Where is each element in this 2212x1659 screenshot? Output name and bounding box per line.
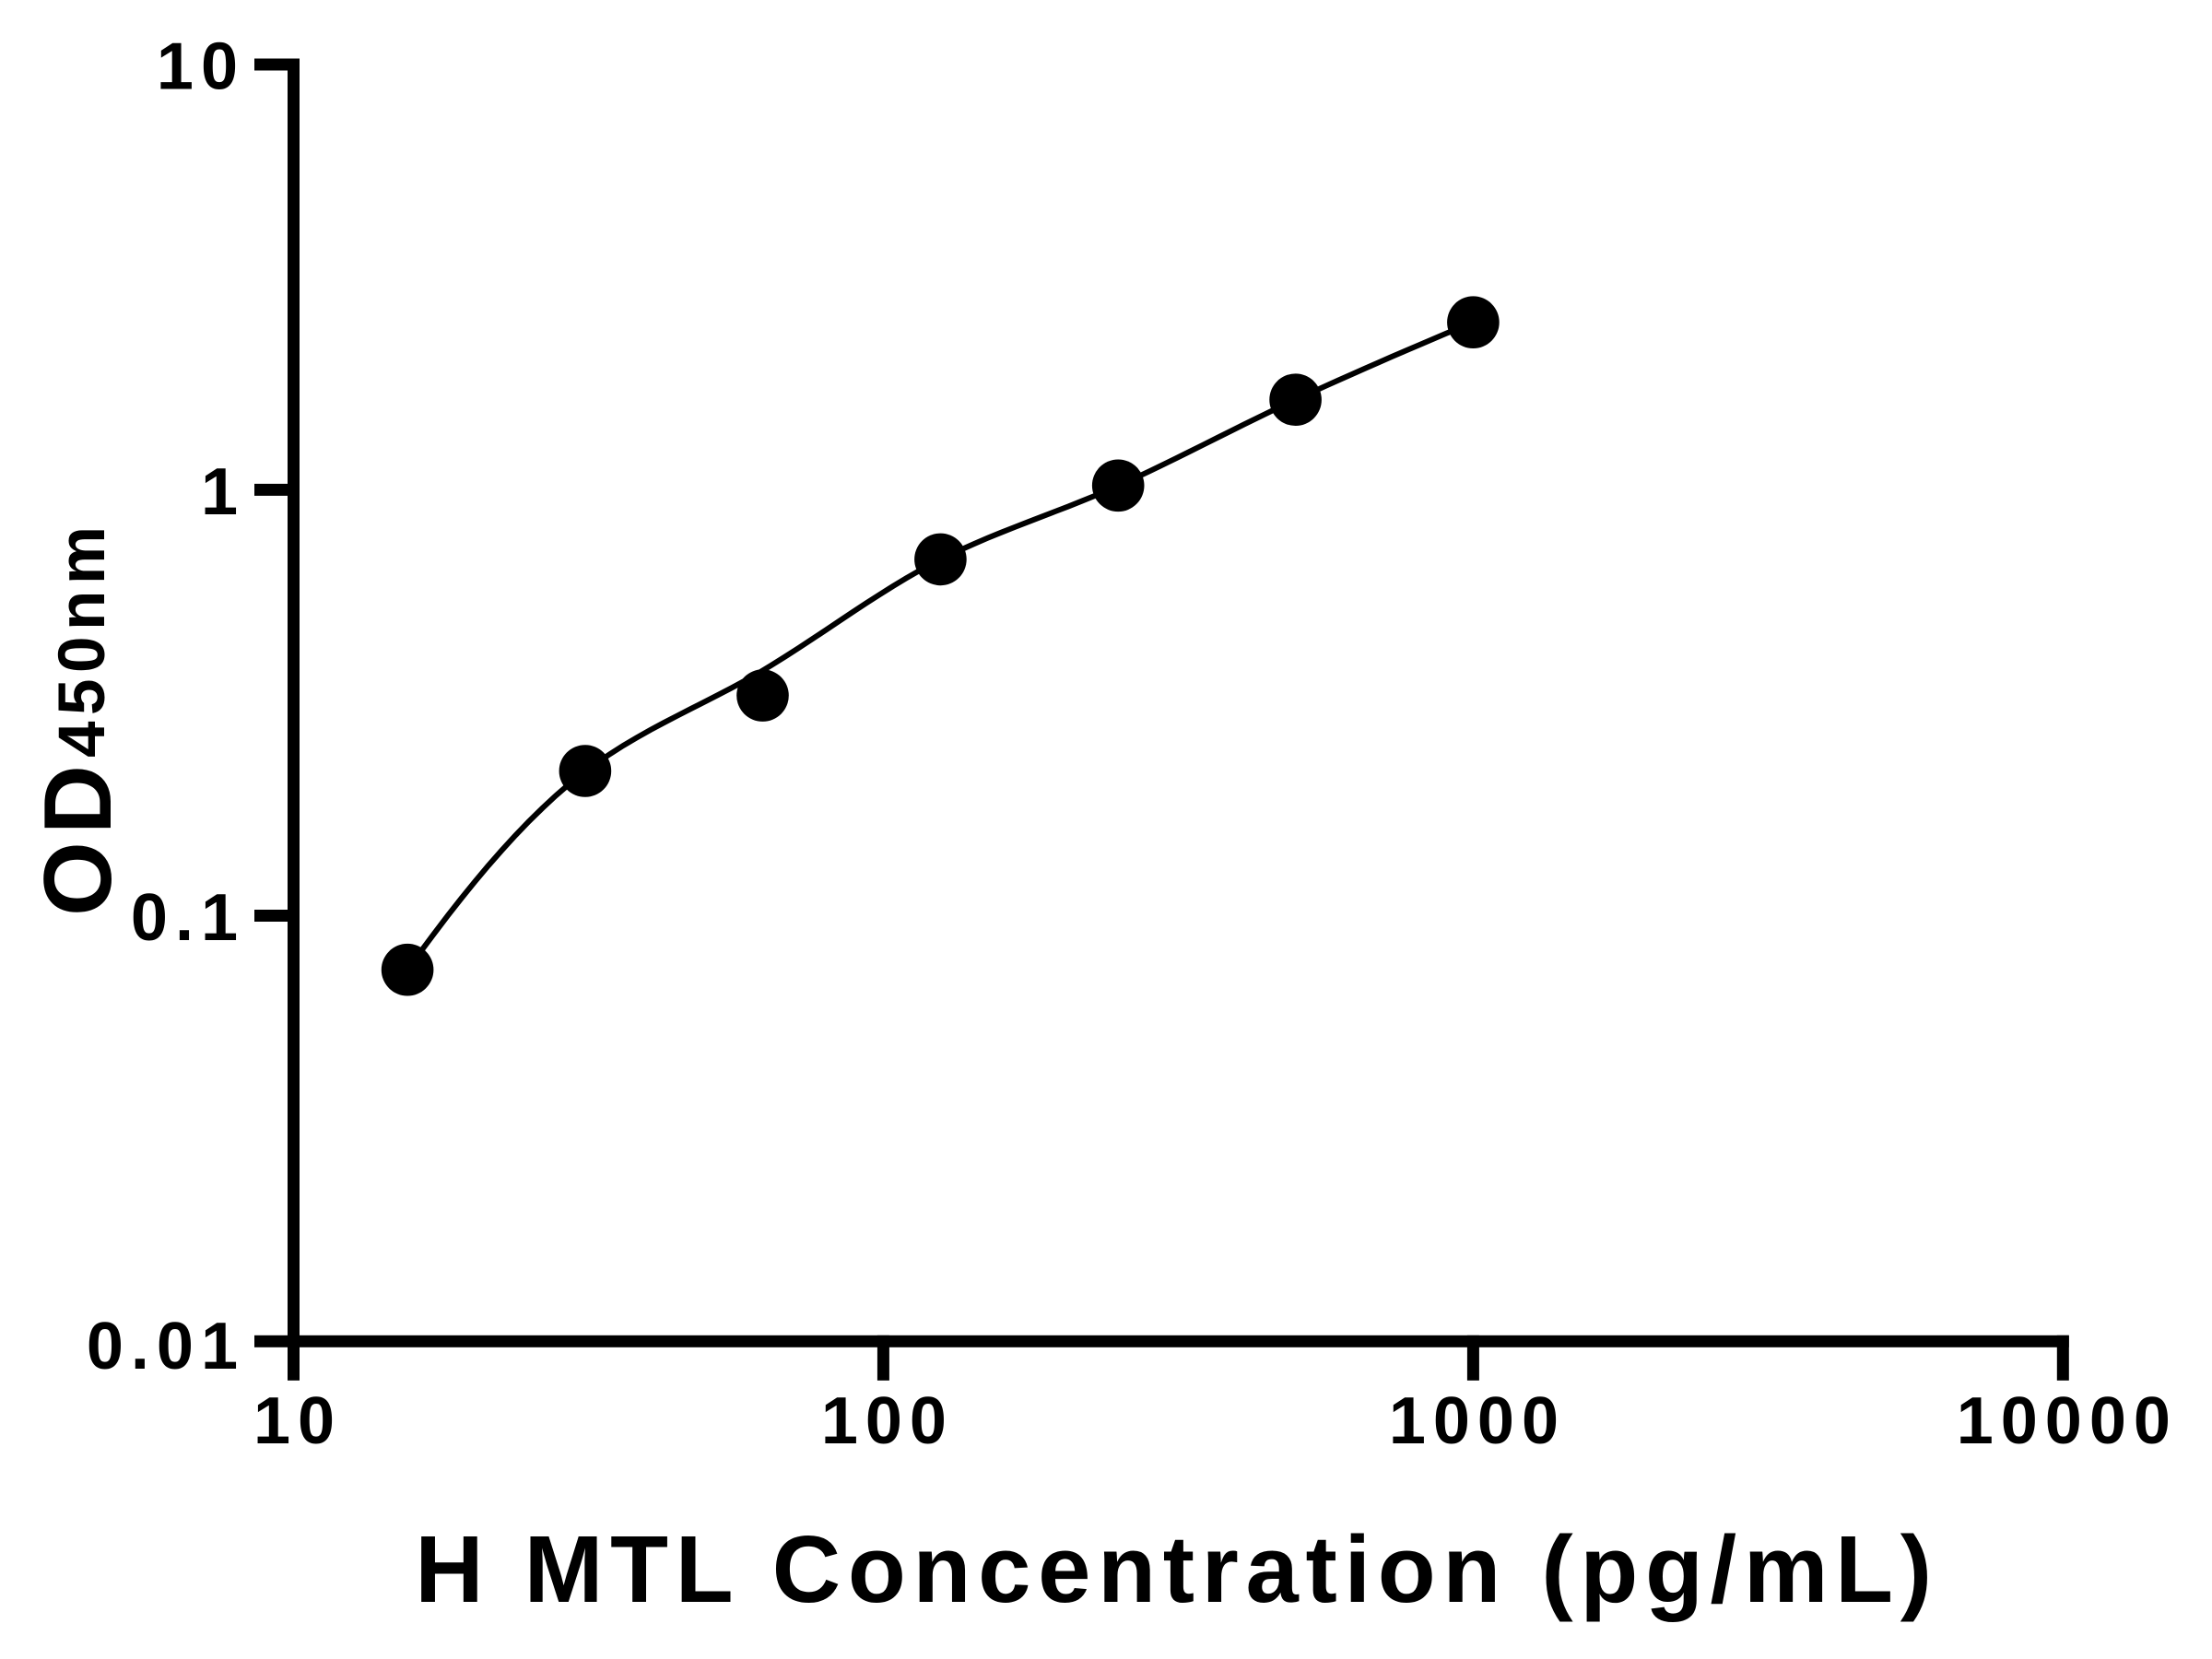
svg-text:10000: 10000 <box>1957 1384 2178 1458</box>
svg-text:10: 10 <box>157 30 245 104</box>
svg-text:1: 1 <box>201 455 245 529</box>
svg-text:100: 100 <box>821 1384 954 1458</box>
svg-text:10: 10 <box>253 1384 342 1458</box>
svg-text:0.1: 0.1 <box>131 881 245 955</box>
svg-text:H MTL Concentration (pg/mL): H MTL Concentration (pg/mL) <box>415 1516 1939 1622</box>
svg-text:1000: 1000 <box>1389 1384 1566 1458</box>
svg-text:0.01: 0.01 <box>87 1310 245 1383</box>
